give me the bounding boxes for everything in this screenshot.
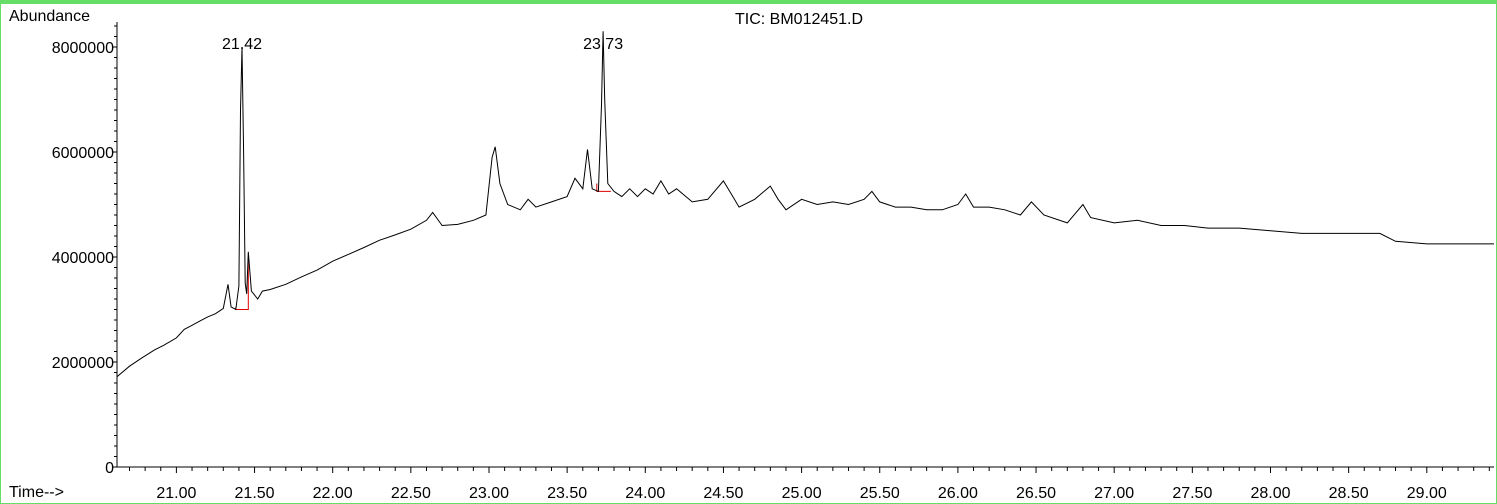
x-tick-label: 25.50 [860, 485, 900, 502]
chart-title: TIC: BM012451.D [735, 11, 864, 28]
x-tick-label: 27.00 [1094, 485, 1134, 502]
x-tick-label: 28.00 [1250, 485, 1290, 502]
x-tick-label: 21.00 [156, 485, 196, 502]
integration-baselines [235, 183, 611, 310]
x-tick-label: 24.50 [703, 485, 743, 502]
x-ticks: 21.00 21.50 22.00 22.50 23.00 23.50 24.00 24.50… [129, 467, 1490, 502]
y-tick-label: 8000000 [52, 40, 114, 57]
x-tick-label: 26.50 [1016, 485, 1056, 502]
x-tick-label: 24.00 [625, 485, 665, 502]
x-tick-label: 23.00 [469, 485, 509, 502]
y-tick-label: 6000000 [52, 145, 114, 162]
y-ticks: 0 2000000 4000000 6000000 8000000 [52, 25, 117, 477]
y-axis-label: Abundance [9, 8, 90, 25]
chart-frame-top-border [0, 0, 1497, 4]
x-tick-label: 22.00 [313, 485, 353, 502]
x-tick-label: 27.50 [1172, 485, 1212, 502]
peak-label: 23.73 [583, 36, 623, 53]
integration-baseline [235, 257, 249, 310]
y-tick-label: 4000000 [52, 250, 114, 267]
y-tick-label: 0 [105, 460, 114, 477]
peak-label: 21.42 [222, 36, 262, 53]
tic-trace [116, 31, 1494, 378]
integration-baseline [596, 183, 611, 192]
x-tick-label: 21.50 [235, 485, 275, 502]
x-tick-label: 23.50 [547, 485, 587, 502]
x-tick-label: 25.00 [782, 485, 822, 502]
x-tick-label: 26.00 [938, 485, 978, 502]
x-tick-label: 28.50 [1329, 485, 1369, 502]
x-axis-label: Time--> [9, 484, 64, 501]
x-tick-label: 22.50 [391, 485, 431, 502]
y-tick-label: 2000000 [52, 355, 114, 372]
peak-labels: 21.42 23.73 [222, 36, 623, 53]
x-tick-label: 29.00 [1407, 485, 1447, 502]
axes [116, 22, 1494, 468]
